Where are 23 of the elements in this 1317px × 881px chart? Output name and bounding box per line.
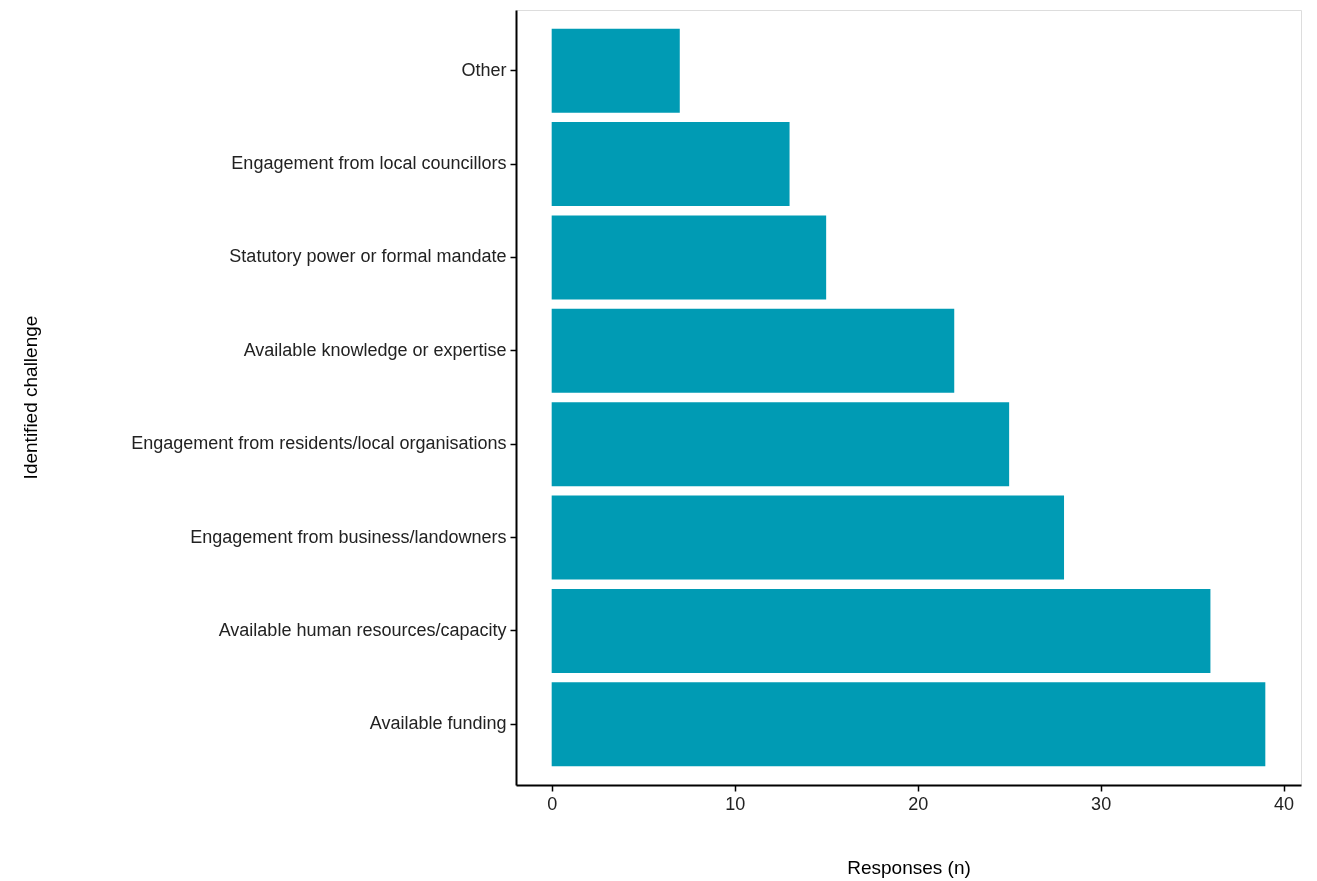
x-tick-label: 10	[725, 793, 746, 814]
bar	[551, 588, 1211, 673]
x-tick-label: 0	[547, 793, 558, 814]
y-tick-label: Engagement from local councillors	[231, 153, 507, 174]
y-tick-label: Engagement from residents/local organisations	[131, 433, 507, 454]
y-tick-label: Available human resources/capacity	[218, 619, 507, 640]
y-tick-label: Available funding	[369, 713, 507, 734]
bar	[551, 28, 680, 113]
bar	[551, 122, 790, 207]
y-tick-label: Other	[461, 59, 507, 80]
bar	[551, 308, 955, 393]
y-tick-label: Statutory power or formal mandate	[229, 246, 507, 267]
x-tick-label: 30	[1091, 793, 1112, 814]
y-tick-label: Available knowledge or expertise	[243, 339, 507, 360]
y-axis-title: Identified challenge	[19, 315, 41, 480]
bar	[551, 215, 827, 300]
bar	[551, 495, 1065, 580]
x-tick-label: 20	[908, 793, 929, 814]
y-tick-label: Engagement from business/landowners	[190, 526, 507, 547]
x-axis-title: Responses (n)	[847, 856, 971, 878]
bar	[551, 682, 1266, 767]
x-tick-label: 40	[1274, 793, 1295, 814]
bar	[551, 402, 1010, 487]
